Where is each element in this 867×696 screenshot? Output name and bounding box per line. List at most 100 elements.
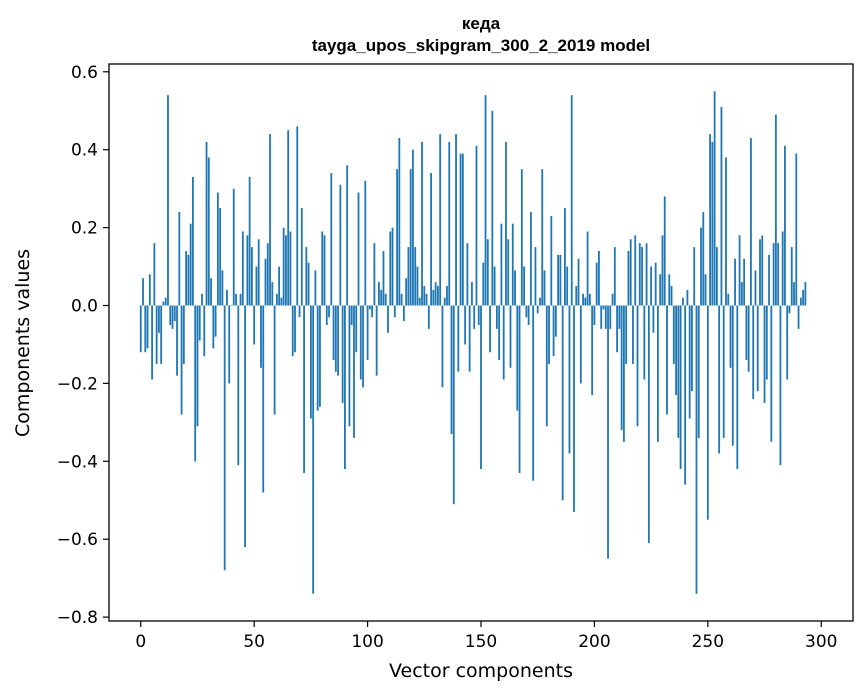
bar-210 xyxy=(616,305,618,353)
bar-226 xyxy=(652,305,655,333)
y-axis: 0.6 0.4 0.2 0.0 −0.2 −0.4 −0.6 −0.8 xyxy=(57,63,109,628)
bar-37 xyxy=(223,305,226,571)
bar-48 xyxy=(248,176,251,306)
bar-201 xyxy=(595,262,598,306)
bar-241 xyxy=(686,289,689,306)
bar-203 xyxy=(600,305,603,329)
y-tick-label: 0.2 xyxy=(71,219,98,239)
bar-271 xyxy=(754,270,757,306)
bar-47 xyxy=(246,235,249,306)
bar-68 xyxy=(294,305,296,353)
x-tick-label: 250 xyxy=(692,632,724,652)
bar-86 xyxy=(334,305,337,372)
bar-63 xyxy=(282,227,285,306)
y-tick-label: −0.6 xyxy=(57,530,98,550)
bar-95 xyxy=(355,305,358,353)
bar-20 xyxy=(185,250,188,306)
bar-256 xyxy=(720,106,723,306)
bar-146 xyxy=(471,282,473,306)
bar-126 xyxy=(425,293,428,306)
bar-118 xyxy=(407,247,410,306)
bar-67 xyxy=(291,305,294,357)
bar-161 xyxy=(505,141,507,306)
bar-280 xyxy=(774,114,777,306)
y-axis-label: Components values xyxy=(12,249,34,437)
bar-59 xyxy=(273,305,276,415)
x-tick-label: 150 xyxy=(465,632,497,652)
bar-274 xyxy=(761,235,764,306)
bar-141 xyxy=(459,153,462,306)
bar-143 xyxy=(464,305,467,345)
bar-55 xyxy=(264,258,267,306)
bar-242 xyxy=(688,305,691,419)
bar-69 xyxy=(296,126,299,306)
bar-276 xyxy=(765,305,768,380)
bar-176 xyxy=(539,297,541,306)
bar-122 xyxy=(416,266,419,306)
bar-97 xyxy=(359,305,362,380)
bar-275 xyxy=(763,305,766,403)
bar-269 xyxy=(750,138,752,306)
bar-30 xyxy=(207,157,210,306)
bar-142 xyxy=(461,153,464,306)
bar-250 xyxy=(706,305,709,520)
bar-174 xyxy=(534,247,537,306)
bar-205 xyxy=(604,305,607,329)
bar-2 xyxy=(144,305,147,353)
x-tick-label: 100 xyxy=(351,632,383,652)
bar-102 xyxy=(371,305,374,318)
bar-194 xyxy=(579,305,582,384)
bar-33 xyxy=(214,305,217,337)
bar-234 xyxy=(670,286,673,306)
bar-123 xyxy=(418,297,421,306)
bar-105 xyxy=(378,282,380,306)
bar-221 xyxy=(641,247,643,306)
bar-29 xyxy=(205,141,208,306)
bar-83 xyxy=(328,305,330,318)
bar-268 xyxy=(747,305,750,372)
bar-277 xyxy=(768,254,770,306)
bar-291 xyxy=(799,297,802,306)
bar-162 xyxy=(507,239,510,306)
bar-25 xyxy=(196,305,199,427)
bar-157 xyxy=(495,305,498,329)
bar-81 xyxy=(323,235,326,306)
bar-4 xyxy=(148,274,151,306)
bar-18 xyxy=(180,305,183,415)
bar-7 xyxy=(155,305,158,364)
bar-112 xyxy=(393,305,396,318)
bar-292 xyxy=(802,289,804,306)
bar-82 xyxy=(325,305,328,325)
y-tick-label: −0.4 xyxy=(57,452,98,472)
bar-53 xyxy=(260,305,262,368)
bar-133 xyxy=(441,305,444,388)
bar-131 xyxy=(437,286,439,306)
bar-184 xyxy=(557,254,560,306)
bar-187 xyxy=(564,208,566,306)
bar-199 xyxy=(591,305,594,396)
bar-178 xyxy=(543,270,546,306)
bar-135 xyxy=(446,286,448,306)
bar-114 xyxy=(398,138,401,306)
bar-164 xyxy=(511,223,514,306)
bar-225 xyxy=(650,266,653,306)
bar-85 xyxy=(332,305,335,361)
bar-281 xyxy=(777,243,780,306)
bar-58 xyxy=(271,282,274,306)
bar-39 xyxy=(228,305,231,384)
bar-207 xyxy=(609,305,612,329)
bar-84 xyxy=(330,173,333,306)
bar-127 xyxy=(427,305,430,329)
bar-193 xyxy=(577,258,580,306)
bar-287 xyxy=(790,247,793,306)
bar-19 xyxy=(182,305,185,364)
bar-180 xyxy=(548,305,550,364)
bar-264 xyxy=(738,235,741,306)
bar-113 xyxy=(396,169,398,306)
bar-163 xyxy=(509,305,512,368)
bar-71 xyxy=(300,208,303,306)
bar-155 xyxy=(491,110,494,306)
bar-152 xyxy=(484,95,487,306)
bar-148 xyxy=(475,145,478,306)
bar-80 xyxy=(321,231,324,306)
